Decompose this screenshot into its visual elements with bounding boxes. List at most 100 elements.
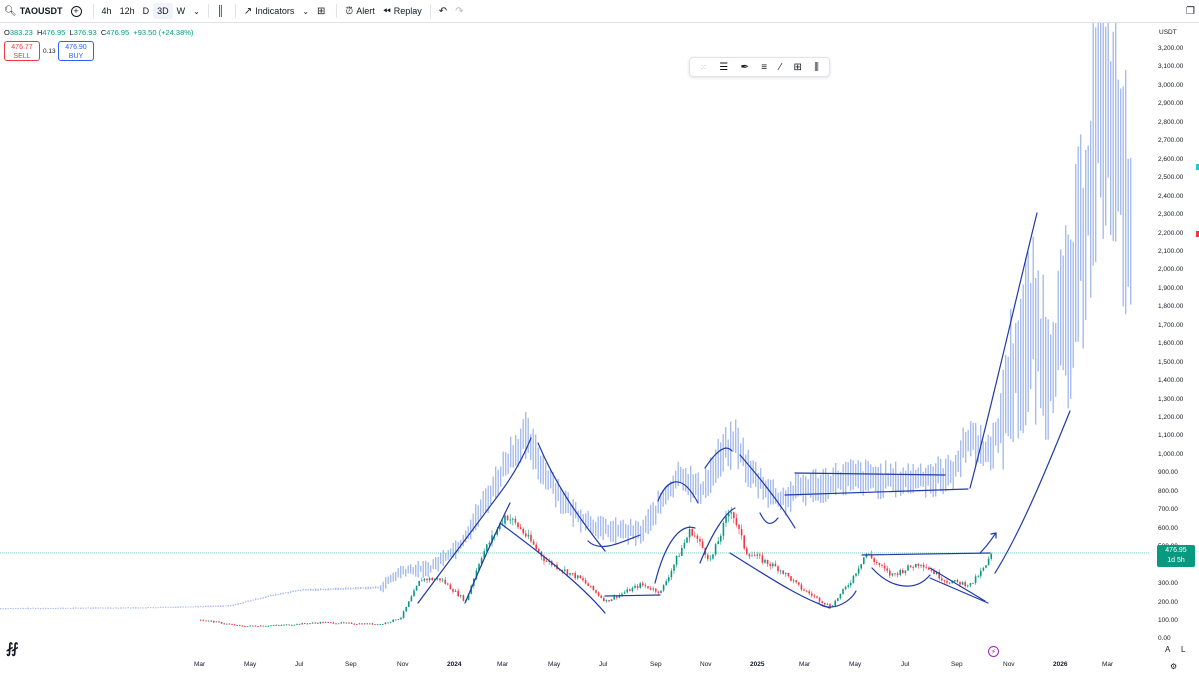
candle-body bbox=[228, 623, 231, 625]
ghost-bar bbox=[1015, 323, 1017, 393]
ghost-bar bbox=[430, 565, 432, 573]
replay-button[interactable]: ⏪︎ Replay bbox=[379, 0, 426, 22]
ghost-bar bbox=[957, 450, 959, 472]
candle-body bbox=[733, 512, 735, 519]
settings-gear-icon[interactable]: ⚙︎ bbox=[1170, 662, 1178, 671]
symbol-search[interactable]: 🔍︎ TAOUSDT bbox=[0, 0, 67, 22]
parallel-channel-icon[interactable]: ≡ bbox=[761, 61, 768, 73]
current-price-label: 476.95 1d 5h bbox=[1157, 545, 1195, 567]
ghost-bar bbox=[800, 477, 802, 496]
interval-w[interactable]: W bbox=[176, 6, 186, 16]
ghost-bar bbox=[532, 428, 534, 470]
ghost-bar bbox=[137, 607, 139, 609]
drawing-ghost-peak bbox=[704, 447, 733, 469]
candle-body bbox=[717, 541, 719, 545]
price-chart[interactable] bbox=[0, 23, 1150, 653]
alert-button[interactable]: ⏰︎ Alert bbox=[341, 0, 378, 22]
interval-3d[interactable]: 3D bbox=[153, 3, 173, 19]
horizontal-lines-icon[interactable]: ☰ bbox=[719, 61, 729, 73]
ghost-bar bbox=[467, 526, 469, 540]
ghost-bar bbox=[832, 467, 834, 493]
candle-body bbox=[714, 544, 717, 555]
bars-pattern-icon[interactable]: ⫼ bbox=[814, 61, 819, 73]
candle-body bbox=[447, 583, 449, 585]
ghost-bars bbox=[0, 23, 1132, 610]
ghost-bar bbox=[507, 453, 509, 474]
ghost-bar bbox=[1007, 356, 1009, 437]
ghost-bar bbox=[972, 422, 974, 450]
ghost-bar bbox=[315, 588, 317, 592]
candle-body bbox=[371, 623, 374, 625]
ghost-bar bbox=[445, 552, 447, 561]
indicators-button[interactable]: ↗ Indicators bbox=[240, 0, 298, 22]
candle-body bbox=[488, 542, 491, 545]
crosshair-box-icon[interactable]: ⊞ bbox=[793, 61, 802, 73]
candle-body bbox=[769, 564, 771, 567]
candle-body bbox=[579, 575, 582, 579]
sell-button[interactable]: 476.77 SELL bbox=[4, 41, 40, 61]
add-symbol-button[interactable]: + bbox=[67, 0, 89, 22]
candle-body bbox=[504, 515, 506, 524]
fullscreen-button[interactable]: ❐ bbox=[1182, 0, 1199, 22]
candle-body bbox=[428, 578, 431, 581]
drawing-candle-peak bbox=[654, 526, 696, 584]
ghost-bar bbox=[547, 470, 549, 491]
ghost-bar bbox=[115, 607, 117, 609]
candle-body bbox=[987, 558, 990, 566]
interval-4h[interactable]: 4h bbox=[101, 6, 112, 16]
candle-body bbox=[816, 596, 818, 598]
drag-handle-icon[interactable]: ⁙ bbox=[700, 62, 707, 72]
ghost-bar bbox=[1085, 149, 1087, 320]
lightning-icon[interactable]: ⚡︎ bbox=[988, 646, 999, 657]
time-tick-label: Mar bbox=[497, 661, 509, 668]
candle-body bbox=[285, 624, 288, 626]
ghost-bar bbox=[27, 607, 29, 610]
trend-line-icon[interactable]: ⁄ bbox=[779, 61, 782, 73]
redo-button[interactable]: ↷ bbox=[451, 0, 467, 22]
sell-price: 476.77 bbox=[11, 44, 33, 51]
chart-type-button[interactable]: ║ bbox=[213, 0, 231, 22]
candle-body bbox=[366, 623, 368, 625]
interval-12h[interactable]: 12h bbox=[119, 6, 135, 16]
candle-body bbox=[249, 625, 251, 627]
candle-body bbox=[410, 596, 413, 602]
ghost-bar bbox=[722, 434, 724, 472]
candle-body bbox=[727, 513, 730, 517]
ghost-bar bbox=[305, 589, 307, 591]
ghost-bar bbox=[845, 461, 847, 496]
candle-body bbox=[462, 595, 465, 601]
ghost-bar bbox=[267, 595, 269, 598]
ghost-bar bbox=[77, 607, 79, 609]
candle-body bbox=[701, 541, 704, 548]
ghost-bar bbox=[17, 607, 19, 609]
ghost-bar bbox=[480, 499, 482, 518]
ghost-bar bbox=[195, 606, 197, 608]
ghost-bar bbox=[640, 525, 642, 544]
ghost-bar bbox=[902, 467, 904, 494]
interval-d[interactable]: D bbox=[142, 6, 150, 16]
ghost-bar bbox=[210, 605, 212, 608]
brush-icon[interactable]: ✒ bbox=[740, 61, 749, 73]
candle-body bbox=[574, 573, 576, 579]
ghost-bar bbox=[67, 607, 69, 609]
ghost-bar bbox=[822, 469, 824, 503]
ghost-bar bbox=[747, 449, 749, 487]
ghost-bar bbox=[1065, 225, 1067, 376]
log-scale-button[interactable]: L bbox=[1181, 645, 1186, 654]
ghost-bar bbox=[837, 470, 839, 489]
undo-button[interactable]: ↶ bbox=[435, 0, 451, 22]
candle-body bbox=[413, 590, 415, 597]
auto-scale-button[interactable]: A bbox=[1165, 645, 1171, 654]
ghost-bar bbox=[767, 478, 769, 508]
price-tick-label: 200.00 bbox=[1158, 598, 1178, 606]
interval-dropdown[interactable]: ⌄ bbox=[189, 0, 204, 22]
time-tick-label: Jul bbox=[901, 661, 910, 668]
buy-button[interactable]: 476.90 BUY bbox=[58, 41, 94, 61]
ghost-bar bbox=[300, 589, 302, 592]
ghost-bar bbox=[752, 460, 754, 484]
alert-label: Alert bbox=[356, 6, 375, 16]
candle-body bbox=[657, 591, 660, 593]
indicators-dropdown[interactable]: ⌄ bbox=[298, 0, 313, 22]
layouts-button[interactable]: ⊞ bbox=[313, 0, 332, 22]
candle-body bbox=[246, 626, 249, 627]
